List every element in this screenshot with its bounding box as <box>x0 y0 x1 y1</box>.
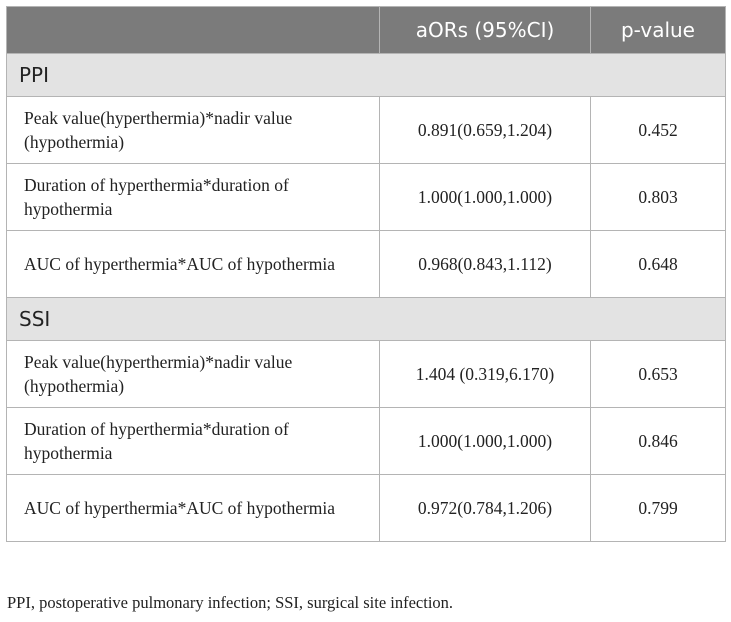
table-row: AUC of hyperthermia*AUC of hypothermia 0… <box>6 230 726 298</box>
table-row: Duration of hyperthermia*duration of hyp… <box>6 407 726 475</box>
section-row-ssi: SSI <box>6 297 726 341</box>
header-label-cell <box>6 6 380 54</box>
row-aor: 0.972(0.784,1.206) <box>379 474 591 542</box>
table-row: Peak value(hyperthermia)*nadir value (hy… <box>6 96 726 164</box>
row-pvalue: 0.653 <box>590 340 726 408</box>
row-pvalue: 0.846 <box>590 407 726 475</box>
table-row: Peak value(hyperthermia)*nadir value (hy… <box>6 340 726 408</box>
row-label: AUC of hyperthermia*AUC of hypothermia <box>6 474 380 542</box>
row-label: Peak value(hyperthermia)*nadir value (hy… <box>6 96 380 164</box>
header-row: aORs (95%CI) p-value <box>6 6 726 54</box>
header-aor-cell: aORs (95%CI) <box>379 6 591 54</box>
results-table: aORs (95%CI) p-value PPI Peak value(hype… <box>6 6 726 542</box>
row-label: AUC of hyperthermia*AUC of hypothermia <box>6 230 380 298</box>
row-label: Duration of hyperthermia*duration of hyp… <box>6 407 380 475</box>
row-pvalue: 0.803 <box>590 163 726 231</box>
row-pvalue: 0.799 <box>590 474 726 542</box>
row-aor: 0.891(0.659,1.204) <box>379 96 591 164</box>
section-row-ppi: PPI <box>6 53 726 97</box>
row-aor: 1.000(1.000,1.000) <box>379 407 591 475</box>
row-label: Peak value(hyperthermia)*nadir value (hy… <box>6 340 380 408</box>
row-pvalue: 0.452 <box>590 96 726 164</box>
row-aor: 1.404 (0.319,6.170) <box>379 340 591 408</box>
header-pvalue-cell: p-value <box>590 6 726 54</box>
section-title: PPI <box>6 53 726 97</box>
table-row: Duration of hyperthermia*duration of hyp… <box>6 163 726 231</box>
table-row: AUC of hyperthermia*AUC of hypothermia 0… <box>6 474 726 542</box>
section-title: SSI <box>6 297 726 341</box>
row-aor: 1.000(1.000,1.000) <box>379 163 591 231</box>
row-aor: 0.968(0.843,1.112) <box>379 230 591 298</box>
table-footnote: PPI, postoperative pulmonary infection; … <box>7 593 454 612</box>
row-pvalue: 0.648 <box>590 230 726 298</box>
row-label: Duration of hyperthermia*duration of hyp… <box>6 163 380 231</box>
